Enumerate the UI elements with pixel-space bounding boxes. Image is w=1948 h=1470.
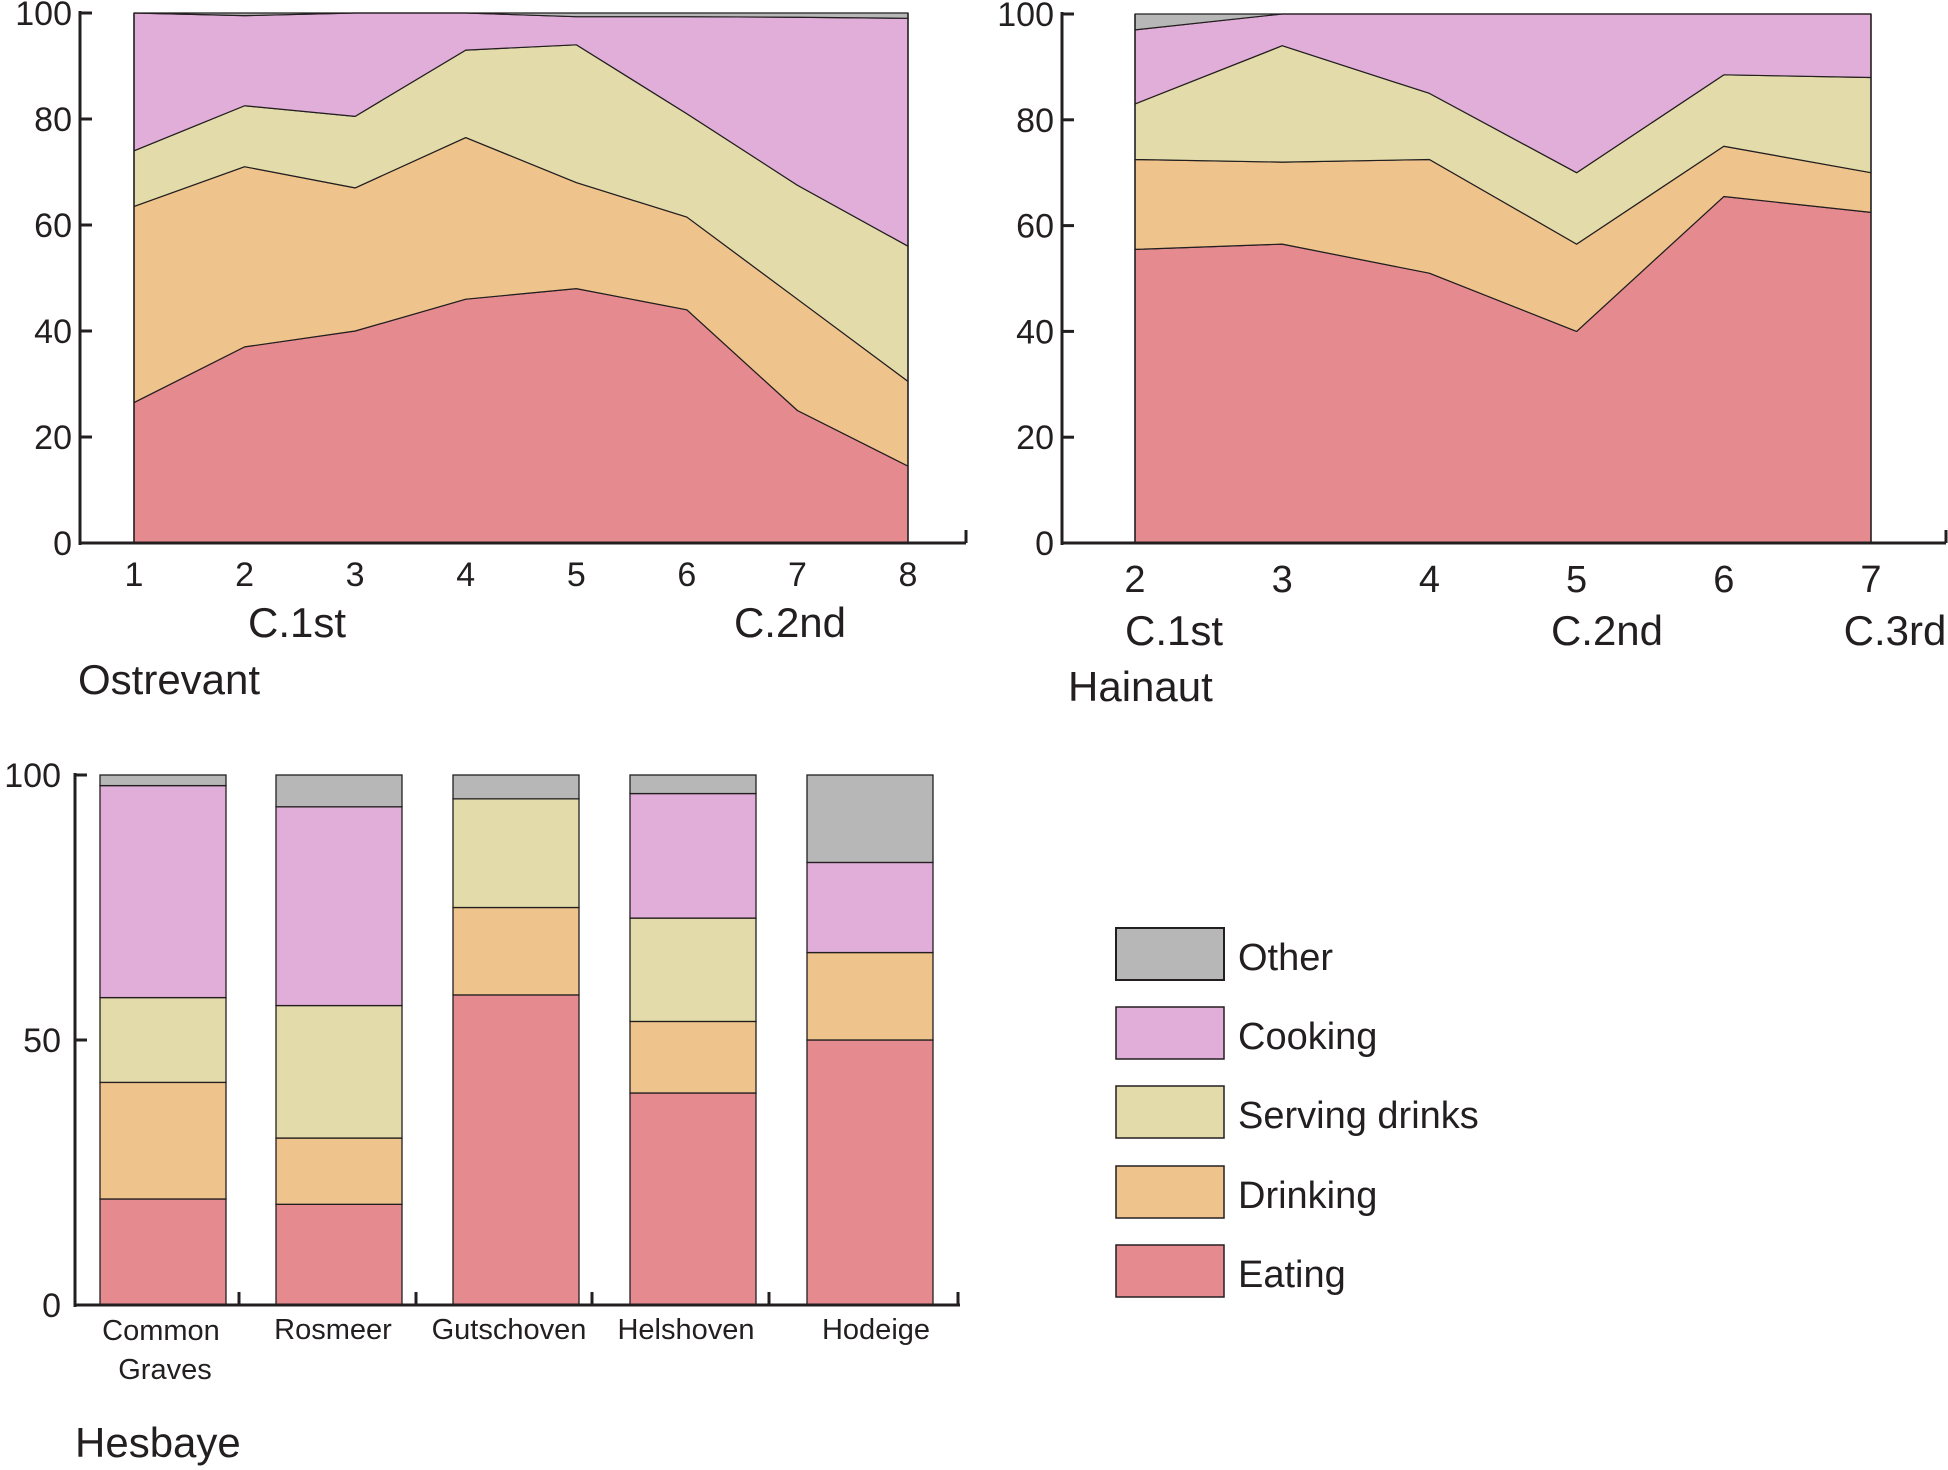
legend-label-drinking: Drinking — [1238, 1175, 1377, 1217]
hesbaye-bars — [99, 774, 934, 1306]
hainaut-area-other — [1134, 13, 1872, 31]
ostrevant-x-tick-label-5: 5 — [567, 556, 586, 594]
hesbaye-bar-hodeige-eating — [806, 1039, 934, 1306]
legend-label-other: Other — [1238, 937, 1333, 979]
legend-label-serving-drinks: Serving drinks — [1238, 1095, 1479, 1137]
common-graves-line1: Common — [102, 1315, 220, 1347]
ostrevant-x-tick-label-3: 3 — [346, 556, 365, 594]
hesbaye-bar-hodeige-other — [806, 774, 934, 864]
ostrevant-x-tick-label-6: 6 — [677, 556, 696, 594]
hesbaye-bar-gutschoven-eating — [452, 994, 580, 1306]
hesbaye-bar-helshoven-drinking — [629, 1020, 757, 1094]
hainaut-axes: 0 20 40 60 80 100 2 3 4 5 6 7 — [997, 0, 1948, 601]
hainaut-y-tick-label-80: 80 — [1016, 102, 1054, 140]
hainaut-x-tick-label-5: 5 — [1566, 559, 1587, 601]
hainaut-areas — [1134, 13, 1872, 544]
hesbaye-bar-helshoven-cooking — [629, 792, 757, 919]
hainaut-era-label-3rd: C.3rd — [1844, 607, 1947, 654]
hesbaye-bar-rosmeer-drinking — [275, 1137, 403, 1205]
hesbaye-axes: 0 50 100 — [4, 757, 960, 1325]
hesbaye-category-label-hodeige: Hodeige — [822, 1314, 930, 1346]
hesbaye-bar-rosmeer-cooking — [275, 806, 403, 1007]
hesbaye-bar-rosmeer-serving-drinks — [275, 1004, 403, 1139]
hainaut-x-tick-label-4: 4 — [1419, 559, 1440, 601]
hesbaye-bar-common-graves-drinking — [99, 1081, 227, 1200]
hesbaye-region-label: Hesbaye — [75, 1419, 241, 1466]
hainaut-x-tick-label-6: 6 — [1713, 559, 1734, 601]
hainaut-era-label-2nd: C.2nd — [1551, 607, 1663, 654]
ostrevant-x-tick-label-1: 1 — [125, 556, 144, 594]
ostrevant-region-label: Ostrevant — [78, 656, 260, 703]
hesbaye-bar-common-graves-serving-drinks — [99, 996, 227, 1084]
ostrevant-x-tick-label-8: 8 — [899, 556, 918, 594]
ostrevant-y-tick-label-40: 40 — [34, 313, 72, 351]
hainaut-y-tick-label-0: 0 — [1035, 525, 1054, 563]
common-graves-line2: Graves — [118, 1354, 211, 1386]
ostrevant-chart: 0 20 40 60 80 100 1 2 3 4 5 6 7 8 C.1st C.2nd Ostreva… — [15, 0, 968, 703]
hesbaye-bar-rosmeer-eating — [275, 1203, 403, 1306]
legend-label-eating: Eating — [1238, 1254, 1346, 1296]
ostrevant-era-label-1st: C.1st — [248, 599, 346, 646]
ostrevant-era-label-2nd: C.2nd — [734, 599, 846, 646]
hesbaye-y-tick-label-0: 0 — [42, 1287, 61, 1325]
hainaut-era-label-1st: C.1st — [1125, 607, 1223, 654]
ostrevant-y-tick-label-80: 80 — [34, 101, 72, 139]
hainaut-region-label: Hainaut — [1068, 663, 1213, 710]
ostrevant-y-tick-label-0: 0 — [53, 525, 72, 563]
ostrevant-axes: 0 20 40 60 80 100 1 2 3 4 5 6 7 8 — [15, 0, 968, 594]
ostrevant-x-tick-label-7: 7 — [788, 556, 807, 594]
hesbaye-bar-rosmeer-other — [275, 774, 403, 808]
legend-label-cooking: Cooking — [1238, 1016, 1377, 1058]
hesbaye-y-tick-label-50: 50 — [23, 1022, 61, 1060]
ostrevant-y-tick-label-20: 20 — [34, 419, 72, 457]
hainaut-y-tick-label-20: 20 — [1016, 419, 1054, 457]
hesbaye-y-tick-label-100: 100 — [4, 757, 61, 795]
hesbaye-category-label-gutschoven: Gutschoven — [432, 1314, 587, 1346]
hainaut-y-tick-label-40: 40 — [1016, 313, 1054, 351]
legend-swatch-cooking — [1115, 1006, 1225, 1060]
hainaut-y-tick-label-100: 100 — [997, 0, 1054, 34]
hainaut-x-tick-label-7: 7 — [1860, 559, 1881, 601]
hesbaye-category-label-helshoven: Helshoven — [617, 1314, 754, 1346]
hainaut-x-tick-label-3: 3 — [1272, 559, 1293, 601]
legend: Other Cooking Serving drinks Drinking Ea… — [1115, 927, 1479, 1298]
ostrevant-areas — [133, 12, 909, 544]
hesbaye-bar-helshoven-eating — [629, 1092, 757, 1306]
ostrevant-x-tick-label-4: 4 — [456, 556, 475, 594]
legend-swatch-drinking — [1115, 1165, 1225, 1219]
hainaut-chart: 0 20 40 60 80 100 2 3 4 5 6 7 C.1st C.2nd C.3rd Hai… — [997, 0, 1948, 710]
hesbaye-bar-common-graves-other — [99, 774, 227, 787]
legend-swatch-other — [1115, 927, 1225, 981]
ostrevant-y-tick-label-60: 60 — [34, 207, 72, 245]
legend-swatch-eating — [1115, 1244, 1225, 1298]
hesbaye-bar-gutschoven-other — [452, 774, 580, 800]
ostrevant-x-tick-label-2: 2 — [235, 556, 254, 594]
hesbaye-bar-helshoven-other — [629, 774, 757, 795]
hesbaye-bar-hodeige-drinking — [806, 951, 934, 1041]
hesbaye-bar-helshoven-serving-drinks — [629, 917, 757, 1023]
hesbaye-category-label-common: Common Graves — [102, 1315, 228, 1386]
ostrevant-y-tick-label-100: 100 — [15, 0, 72, 33]
hesbaye-bar-hodeige-cooking — [806, 861, 934, 954]
legend-swatch-serving-drinks — [1115, 1085, 1225, 1139]
hainaut-y-tick-label-60: 60 — [1016, 208, 1054, 246]
hainaut-x-tick-label-2: 2 — [1124, 559, 1145, 601]
hesbaye-bar-gutschoven-drinking — [452, 906, 580, 996]
hesbaye-category-label-rosmeer: Rosmeer — [274, 1314, 392, 1346]
hesbaye-bar-common-graves-eating — [99, 1198, 227, 1306]
hesbaye-bar-common-graves-cooking — [99, 784, 227, 999]
hesbaye-bar-gutschoven-serving-drinks — [452, 798, 580, 909]
